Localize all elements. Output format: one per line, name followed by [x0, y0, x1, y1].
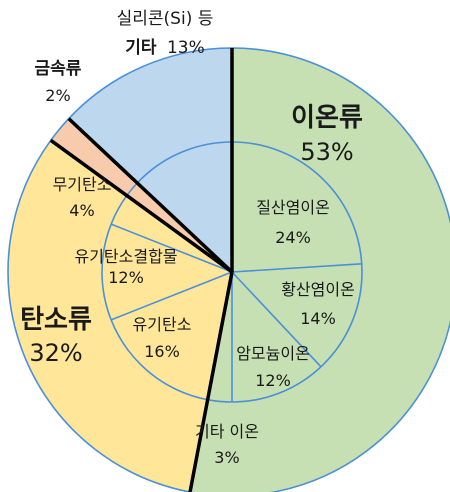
label-carbon-name: 탄소류	[20, 305, 92, 335]
separator-탄소류	[188, 271, 234, 492]
label-ammonium-name: 암모늄이온	[236, 344, 310, 363]
label-ions-name: 이온류	[291, 103, 363, 133]
slice-이온류	[189, 47, 450, 492]
slice-기타	[67, 47, 233, 274]
label-occ-pct: 12%	[108, 268, 144, 287]
label-other-note: 실리콘(Si) 등	[117, 9, 214, 29]
label-metal-pct: 2%	[45, 86, 70, 105]
label-ions-pct: 53%	[300, 138, 353, 166]
inner-dividers	[110, 223, 362, 402]
label-ammonium-pct: 12%	[255, 371, 291, 390]
label-other-name: 기타	[125, 38, 157, 58]
divider-황산염이온	[231, 271, 322, 368]
label-other: 기타 13%	[125, 38, 204, 58]
label-sulfate-name: 황산염이온	[281, 280, 355, 299]
label-other-ion-name: 기타 이온	[195, 422, 259, 441]
separator-기타	[67, 117, 234, 274]
label-other-pct: 13%	[167, 38, 205, 58]
label-occ-name: 유기탄소결합물	[74, 247, 177, 266]
label-oc-name: 유기탄소	[133, 315, 192, 334]
label-other-ion-pct: 3%	[214, 448, 239, 467]
label-nitrate-name: 질산염이온	[256, 198, 330, 217]
label-carbon-pct: 32%	[29, 339, 82, 367]
label-ic-name: 무기탄소	[53, 175, 112, 194]
group-separators	[49, 48, 234, 492]
label-metal-name: 금속류	[35, 59, 82, 79]
separator-금속류	[49, 138, 234, 274]
divider-유기탄소	[110, 271, 233, 321]
divider-유기탄소결합물	[110, 223, 233, 273]
label-nitrate-pct: 24%	[275, 228, 311, 247]
label-sulfate-pct: 14%	[300, 309, 336, 328]
label-oc-pct: 16%	[144, 342, 180, 361]
divider-질산염이온	[231, 263, 362, 273]
label-ic-pct: 4%	[69, 201, 94, 220]
